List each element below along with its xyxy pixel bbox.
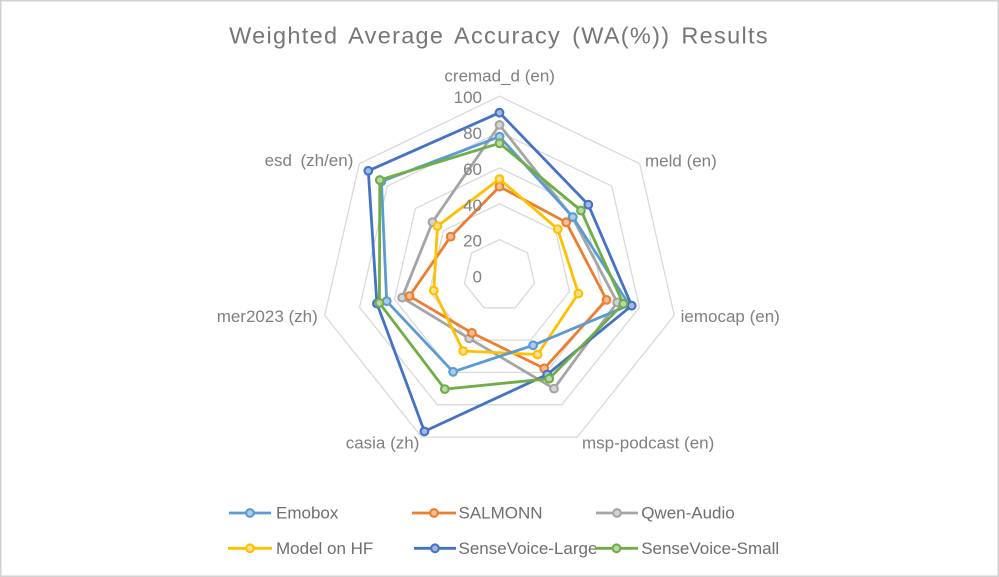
svg-text:40: 40 <box>463 196 482 215</box>
svg-text:100: 100 <box>454 88 482 107</box>
svg-text:Qwen-Audio: Qwen-Audio <box>641 504 735 523</box>
svg-text:mer2023 (zh): mer2023 (zh) <box>217 307 318 326</box>
svg-text:Emobox: Emobox <box>276 504 339 523</box>
svg-text:cremad_d (en): cremad_d (en) <box>444 67 555 86</box>
svg-text:SALMONN: SALMONN <box>459 504 543 523</box>
svg-text:casia (zh): casia (zh) <box>346 434 420 453</box>
svg-text:iemocap (en): iemocap (en) <box>681 307 780 326</box>
svg-text:SenseVoice-Large: SenseVoice-Large <box>459 539 598 558</box>
svg-text:meld (en): meld (en) <box>645 152 717 171</box>
svg-text:20: 20 <box>463 232 482 251</box>
svg-text:Model on HF: Model on HF <box>276 539 373 558</box>
svg-text:60: 60 <box>463 160 482 179</box>
svg-text:Weighted Average Accuracy (WA(: Weighted Average Accuracy (WA(%)) Result… <box>229 23 769 49</box>
svg-text:SenseVoice-Small: SenseVoice-Small <box>641 539 779 558</box>
svg-text:80: 80 <box>463 124 482 143</box>
svg-text:msp-podcast (en): msp-podcast (en) <box>582 434 714 453</box>
svg-text:esd (zh/en): esd (zh/en) <box>265 151 354 170</box>
svg-text:0: 0 <box>473 268 482 287</box>
